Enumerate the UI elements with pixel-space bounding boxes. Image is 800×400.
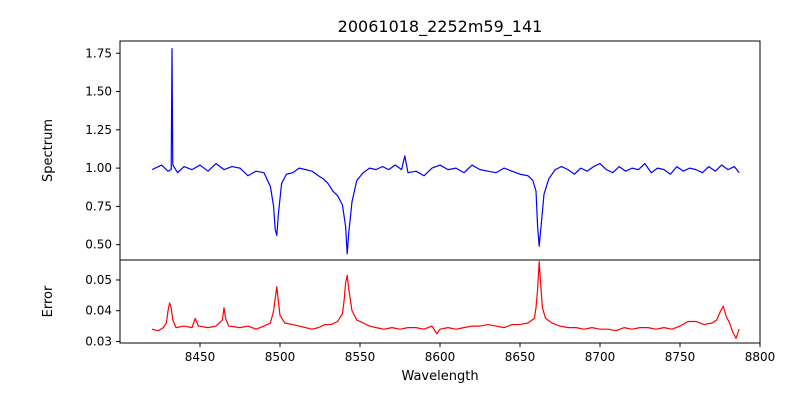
spectrum-y-tick-label: 1.25 <box>85 123 112 137</box>
spectrum-y-tick-label: 1.00 <box>85 161 112 175</box>
x-tick-label: 8550 <box>345 350 376 364</box>
error-y-tick-label: 0.03 <box>85 334 112 348</box>
error-series-line <box>151 260 740 339</box>
x-tick-label: 8700 <box>585 350 616 364</box>
x-tick-label: 8600 <box>425 350 456 364</box>
x-tick-label: 8650 <box>505 350 536 364</box>
spectrum-y-tick-label: 1.50 <box>85 85 112 99</box>
x-tick-label: 8800 <box>745 350 776 364</box>
x-axis-label: Wavelength <box>401 369 478 384</box>
error-y-tick-label: 0.04 <box>85 304 112 318</box>
x-tick-label: 8450 <box>185 350 216 364</box>
chart-title: 20061018_2252m59_141 <box>338 17 543 37</box>
error-y-axis-label: Error <box>41 285 56 317</box>
spectrum-y-tick-label: 1.75 <box>85 46 112 60</box>
spectrum-y-axis-label: Spectrum <box>41 119 56 182</box>
error-panel: 0.03 0.04 0.05 Error 8450 8500 8550 8600 8650 870… <box>41 259 776 364</box>
x-tick-label: 8500 <box>265 350 296 364</box>
error-y-tick-label: 0.05 <box>85 273 112 287</box>
spectrum-y-tick-label: 0.75 <box>85 199 112 213</box>
spectrum-y-tick-label: 0.50 <box>85 238 112 252</box>
spectrum-series-line <box>151 48 740 255</box>
x-tick-label: 8750 <box>665 350 696 364</box>
